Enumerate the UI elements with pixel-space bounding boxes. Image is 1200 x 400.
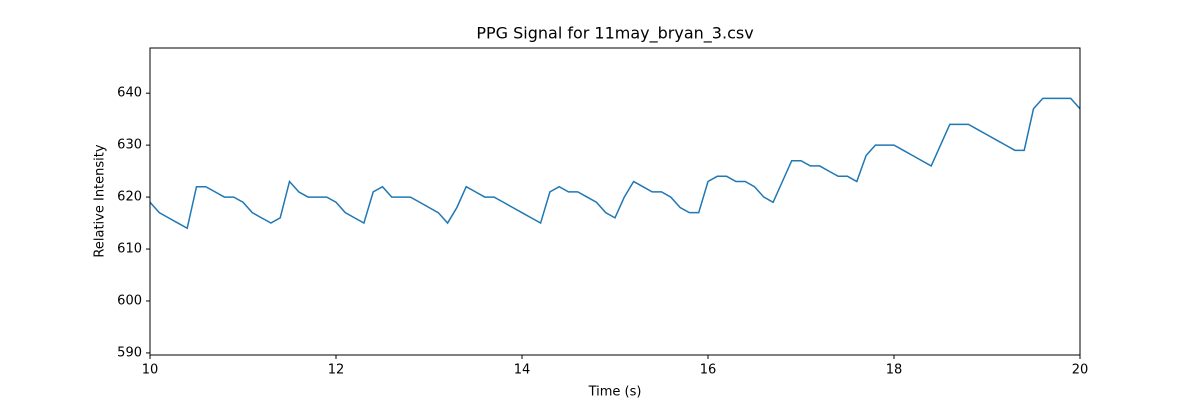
x-tick-label: 14 [514,363,531,378]
x-tick-label: 18 [886,363,903,378]
x-tick-label: 12 [328,363,345,378]
y-tick-label: 620 [117,190,142,205]
plot-frame [149,47,1081,356]
y-tick-label: 590 [117,345,142,360]
y-axis-label: Relative Intensity [93,144,108,257]
y-tick-label: 610 [117,242,142,257]
x-axis-label: Time (s) [588,385,642,400]
x-tick-label: 16 [700,363,717,378]
chart-title: PPG Signal for 11may_bryan_3.csv [476,24,753,44]
y-tick-label: 630 [117,138,142,153]
x-tick-label: 20 [1072,363,1089,378]
y-tick-label: 640 [117,86,142,101]
x-tick-label: 10 [142,363,159,378]
y-tick-label: 600 [117,293,142,308]
line [150,97,1080,230]
